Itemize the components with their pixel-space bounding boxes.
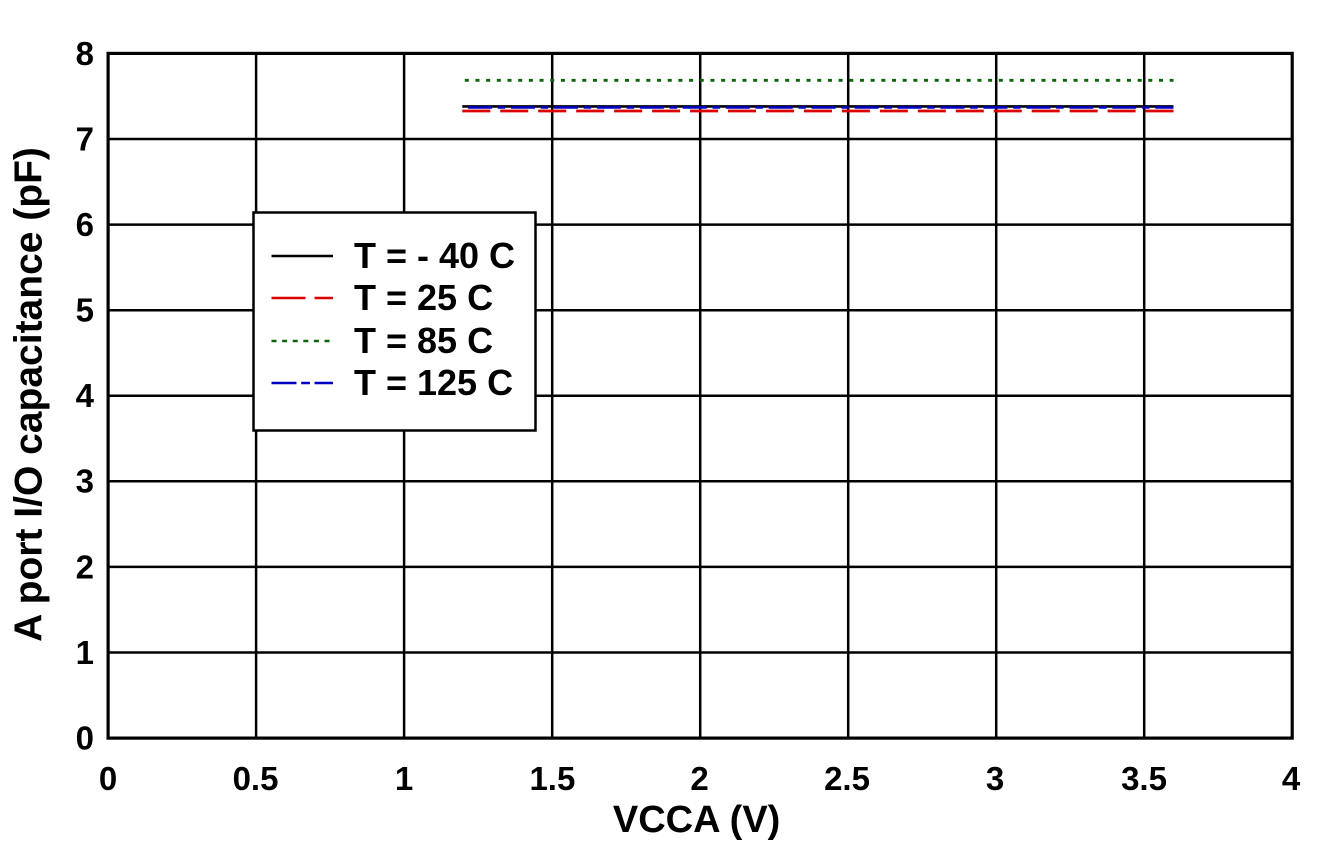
svg-text:1: 1	[395, 760, 413, 797]
svg-text:1: 1	[76, 634, 94, 671]
svg-text:2.5: 2.5	[824, 760, 870, 797]
svg-text:T = 125 C: T = 125 C	[354, 362, 513, 403]
svg-text:0: 0	[99, 760, 117, 797]
svg-text:0: 0	[76, 720, 94, 757]
svg-text:8: 8	[76, 35, 94, 72]
svg-text:3: 3	[76, 463, 94, 500]
svg-text:3.5: 3.5	[1121, 760, 1167, 797]
svg-text:0.5: 0.5	[233, 760, 279, 797]
svg-text:T = 85 C: T = 85 C	[354, 320, 493, 361]
svg-text:7: 7	[76, 120, 94, 157]
svg-text:T = 25 C: T = 25 C	[354, 277, 493, 318]
svg-text:4: 4	[76, 377, 95, 414]
svg-text:5: 5	[76, 292, 94, 329]
svg-text:2: 2	[690, 760, 708, 797]
svg-text:3: 3	[986, 760, 1004, 797]
svg-text:VCCA (V): VCCA (V)	[613, 799, 780, 841]
svg-text:2: 2	[76, 548, 94, 585]
svg-text:A port I/O capacitance (pF): A port I/O capacitance (pF)	[8, 147, 51, 642]
svg-text:1.5: 1.5	[529, 760, 575, 797]
svg-text:T = - 40 C: T = - 40 C	[354, 235, 515, 276]
svg-text:6: 6	[76, 206, 94, 243]
svg-text:4: 4	[1282, 760, 1301, 797]
